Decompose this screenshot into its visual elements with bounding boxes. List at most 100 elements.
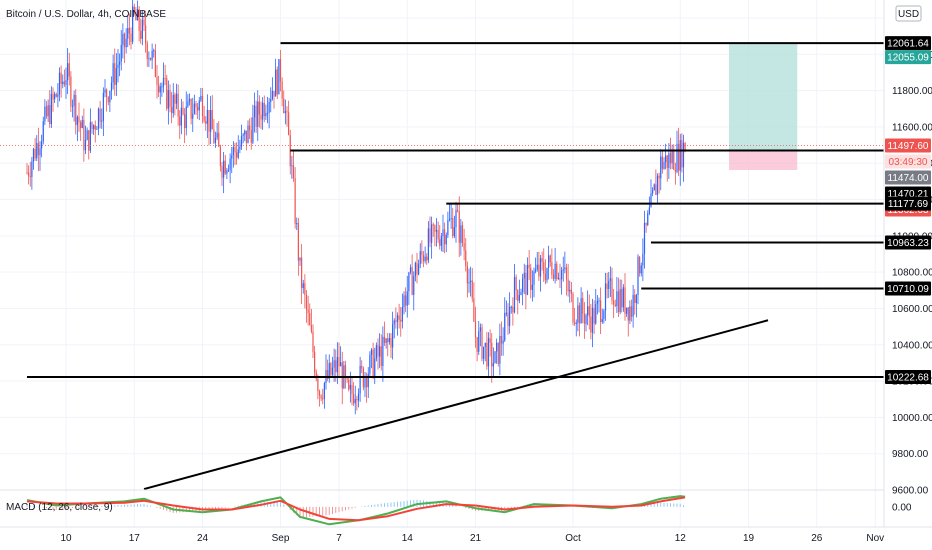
candle-body	[223, 160, 225, 178]
candle-body	[497, 342, 499, 364]
price-label-text: 11470.21	[888, 189, 929, 200]
candle-body	[67, 63, 69, 80]
price-label[interactable]: 11497.60	[885, 138, 931, 153]
price-label[interactable]: 11177.69	[885, 196, 931, 211]
candle-body	[226, 170, 228, 174]
price-label[interactable]: 10963.23	[885, 235, 931, 250]
candle-body	[452, 218, 454, 237]
candle-body	[596, 300, 598, 304]
candle-body	[301, 257, 303, 289]
candle-body	[512, 306, 514, 313]
candle-body	[442, 229, 444, 237]
candle-body	[619, 289, 621, 312]
candle-body	[340, 362, 342, 367]
candle-body	[135, 12, 137, 21]
candle-body	[110, 82, 113, 91]
candle-body	[609, 278, 611, 281]
candle-body	[245, 130, 247, 144]
price-label-text: 12061.64	[887, 39, 929, 50]
candle-body	[445, 234, 447, 245]
candle-body	[291, 165, 293, 167]
candle-body	[162, 77, 165, 87]
candle-body	[531, 284, 533, 290]
candle-body	[145, 25, 147, 44]
candle-body	[526, 264, 529, 295]
candle-body	[249, 125, 251, 131]
candle-body	[210, 109, 212, 132]
candle-body	[517, 290, 519, 301]
candle-body	[617, 291, 620, 312]
trendline[interactable]	[143, 319, 769, 491]
candle-body	[554, 263, 556, 279]
candle-body	[127, 27, 129, 39]
candle-body	[166, 78, 168, 109]
price-label[interactable]: 12061.64	[885, 36, 931, 51]
candle-body	[62, 81, 64, 84]
candle-body	[247, 125, 249, 144]
candle-body	[678, 143, 680, 171]
candle-body	[128, 27, 130, 34]
time-tick-label: 21	[470, 533, 482, 544]
candle-body	[260, 114, 262, 120]
candle-body	[307, 309, 309, 314]
candle-body	[561, 270, 563, 280]
candle-body	[551, 262, 553, 275]
candle-body	[447, 220, 449, 235]
candle-body	[242, 134, 244, 136]
candle-body	[499, 335, 501, 364]
candle-body	[593, 307, 595, 324]
candle-body	[634, 294, 636, 303]
price-label[interactable]: 03:49:30	[885, 154, 931, 169]
candle-body	[153, 50, 155, 52]
candle-body	[318, 391, 321, 396]
candle-body	[47, 105, 49, 117]
candle-body	[271, 90, 273, 100]
price-label[interactable]: 12055.09	[885, 50, 931, 65]
candle-body	[585, 315, 587, 324]
candle-body	[266, 112, 269, 114]
profit-zone[interactable]	[729, 43, 798, 150]
candle-body	[132, 6, 134, 42]
candle-body	[671, 151, 673, 164]
candle-body	[320, 395, 322, 399]
price-label[interactable]: 10222.68	[885, 369, 931, 384]
candle-body	[559, 277, 561, 280]
price-label-text: 11474.00	[888, 173, 929, 184]
time-tick-label: Oct	[565, 533, 581, 544]
position-zone[interactable]	[729, 43, 798, 171]
time-tick-label: 12	[675, 533, 687, 544]
candle-body	[387, 338, 389, 343]
candle-body	[598, 300, 600, 302]
candle-body	[91, 122, 93, 130]
candle-body	[341, 362, 343, 389]
candle-body	[297, 223, 299, 261]
candle-body	[109, 90, 111, 103]
candle-body	[156, 76, 158, 85]
price-label[interactable]: 10710.09	[885, 281, 931, 296]
candle-body	[590, 316, 592, 333]
price-axis-bg	[884, 0, 932, 550]
currency-badge[interactable]: USD	[895, 5, 922, 22]
candle-body	[224, 160, 226, 174]
candle-body	[75, 94, 77, 125]
candle-body	[278, 59, 280, 95]
time-axis[interactable]: 10 17 24 Sep 7 14 21 Oct 12 19 26 Nov	[0, 526, 932, 544]
price-label[interactable]: 11474.00	[885, 170, 931, 185]
candle-body	[149, 57, 152, 60]
price-axis[interactable]: 9600.009800.0010000.0010200.0010400.0010…	[883, 0, 932, 550]
candle-body	[679, 140, 681, 171]
candle-body	[504, 312, 506, 341]
candle-body	[632, 294, 634, 317]
candle-body	[614, 304, 616, 307]
candle-body	[427, 228, 429, 261]
horizontal-levels[interactable]	[0, 42, 884, 491]
candle-body	[310, 325, 312, 332]
candle-body	[627, 307, 629, 321]
candle-body	[117, 64, 119, 68]
candle-body	[458, 211, 460, 243]
candle-body	[348, 379, 350, 390]
loss-zone[interactable]	[729, 149, 798, 171]
candle-body	[262, 102, 264, 120]
candle-body	[403, 295, 405, 308]
